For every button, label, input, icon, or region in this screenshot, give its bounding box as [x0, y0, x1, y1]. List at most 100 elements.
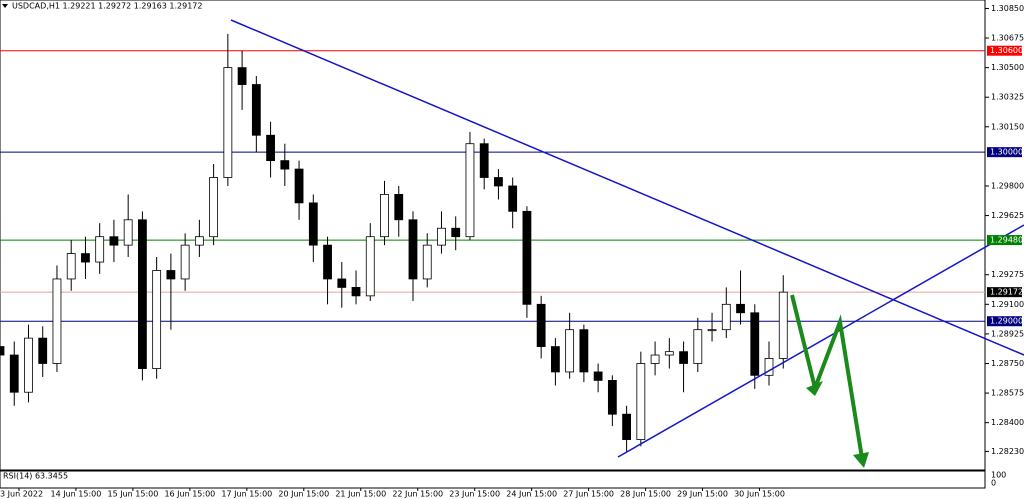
- y-tick-label: 1.28925: [991, 329, 1024, 338]
- candle-body: [622, 413, 632, 440]
- candle-body: [607, 379, 617, 415]
- candle-body: [465, 143, 475, 238]
- candle-body: [636, 363, 646, 440]
- rsi-tick-label: 0: [991, 479, 996, 488]
- candle-body: [123, 219, 133, 246]
- candle-body: [266, 134, 275, 162]
- axis: 1.30850 1.30675 1.30500 1.30325 1.30150 1.298…: [0, 4, 1024, 499]
- rsi-label: RSI(14) 63.3455: [3, 472, 68, 481]
- x-tick-label: 30 Jun 15:00: [734, 490, 785, 499]
- candle-body: [494, 177, 503, 187]
- arrow-head: [853, 452, 869, 468]
- y-tick-label: 1.28750: [991, 359, 1024, 368]
- level-label-bg: [987, 287, 1022, 298]
- candle-body: [422, 244, 432, 280]
- candle-body: [109, 236, 119, 246]
- plot-frame: [0, 0, 986, 471]
- x-tick-label: 21 Jun 15:00: [335, 490, 386, 499]
- candle-body: [508, 185, 518, 212]
- candle-body: [251, 84, 261, 136]
- candle-body: [778, 291, 788, 359]
- menu-icon: [2, 4, 8, 8]
- x-tick-label: 28 Jun 15:00: [620, 490, 671, 499]
- candle-body: [365, 236, 375, 297]
- x-tick-label: 17 Jun 15:00: [221, 490, 272, 499]
- x-tick-label: 22 Jun 15:00: [392, 490, 443, 499]
- candle-body: [323, 244, 332, 280]
- candle-body: [9, 354, 19, 393]
- candle-body: [66, 253, 76, 280]
- candle-body: [380, 194, 389, 238]
- candle-body: [351, 287, 361, 297]
- level-label: 1.30600: [990, 46, 1023, 55]
- candle-body: [194, 236, 204, 246]
- candle-body: [280, 160, 290, 170]
- level-label: 1.30000: [990, 148, 1023, 157]
- candle-body: [451, 227, 461, 238]
- level-label-bg: [987, 45, 1022, 56]
- candle-body: [565, 329, 575, 373]
- arrow-head: [806, 381, 823, 396]
- candle-body: [550, 346, 560, 373]
- x-tick-label: 24 Jun 15:00: [506, 490, 557, 499]
- trendline-down: [230, 19, 1024, 356]
- rsi-tick-label: 100: [991, 471, 1006, 480]
- candle-body: [693, 329, 703, 364]
- y-tick-label: 1.30325: [991, 93, 1024, 102]
- candle-body: [166, 270, 176, 280]
- level-label-bg: [987, 235, 1022, 246]
- candle-body: [294, 168, 304, 204]
- y-tick-label: 1.28230: [991, 447, 1024, 456]
- candle-body: [750, 312, 760, 376]
- y-tick-label: 1.30675: [991, 34, 1024, 43]
- candle-body: [664, 351, 674, 356]
- y-tick-label: 1.29625: [991, 211, 1024, 220]
- candle-body: [237, 67, 247, 85]
- level-label-bg: [987, 316, 1022, 327]
- level-label: 1.29172: [990, 288, 1023, 297]
- candle-body: [209, 177, 219, 238]
- candle-body: [679, 351, 688, 364]
- candle-body: [152, 270, 162, 369]
- candle-body: [337, 278, 347, 288]
- x-tick-label: 23 Jun 15:00: [449, 490, 500, 499]
- candle-body: [736, 303, 745, 314]
- x-tick-label: 16 Jun 15:00: [164, 490, 215, 499]
- candle-body: [479, 143, 489, 178]
- y-tick-label: 1.29275: [991, 270, 1024, 279]
- chart-title: USDCAD,H1 1.29221 1.29272 1.29163 1.2917…: [12, 2, 202, 11]
- candle-body: [180, 244, 190, 280]
- level-label: 1.29000: [990, 317, 1023, 326]
- candle-body: [0, 346, 5, 356]
- candle-body: [707, 329, 717, 332]
- candle-body: [650, 354, 660, 364]
- x-tick-label: 15 Jun 15:00: [108, 490, 159, 499]
- y-tick-label: 1.28400: [991, 418, 1024, 427]
- candle-body: [437, 227, 446, 246]
- x-tick-label: 14 Jun 15:00: [51, 490, 102, 499]
- candle-body: [81, 253, 90, 263]
- candle-body: [95, 236, 105, 263]
- candle-body: [52, 278, 62, 364]
- candle-body: [38, 337, 48, 364]
- level-label: 1.29480: [990, 236, 1023, 245]
- candle-body: [138, 219, 147, 369]
- candle-body: [522, 210, 532, 305]
- candle-body: [223, 67, 233, 178]
- y-tick-label: 1.30150: [991, 122, 1024, 131]
- candle-body: [579, 329, 589, 373]
- trendline-up: [617, 224, 1024, 458]
- candle-body: [308, 202, 318, 246]
- candle-body: [593, 371, 603, 381]
- y-tick-label: 1.29100: [991, 300, 1024, 309]
- candle-body: [394, 194, 404, 221]
- marks: [0, 33, 985, 452]
- candle-body: [764, 358, 774, 376]
- x-tick-label: 27 Jun 15:00: [563, 490, 614, 499]
- candle-body: [408, 219, 418, 280]
- x-tick-label: 29 Jun 15:00: [677, 490, 728, 499]
- x-tick-label: 20 Jun 15:00: [278, 490, 329, 499]
- y-tick-label: 1.30500: [991, 63, 1024, 72]
